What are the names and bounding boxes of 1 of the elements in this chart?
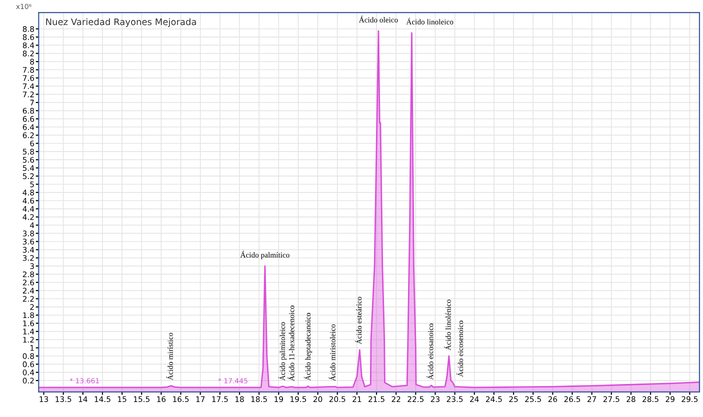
text: Nuez Variedad Rayones Mejorada	[46, 18, 196, 27]
